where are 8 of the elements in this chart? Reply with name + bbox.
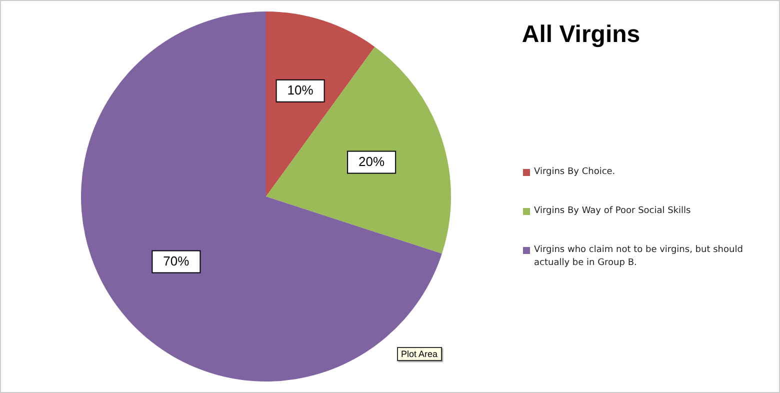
legend-label: Virgins By Way of Poor Social Skills [534,205,691,218]
text: Plot Area [397,347,442,361]
data-label: 70% [163,253,190,268]
data-label: 20% [358,154,386,169]
legend-label: Virgins who claim not to be virgins, but should actually be in Group B. [534,244,744,270]
data-label: 10% [287,82,314,98]
legend-label: Virgins By Choice. [534,166,616,179]
chart-title: All Virgins [520,21,642,49]
